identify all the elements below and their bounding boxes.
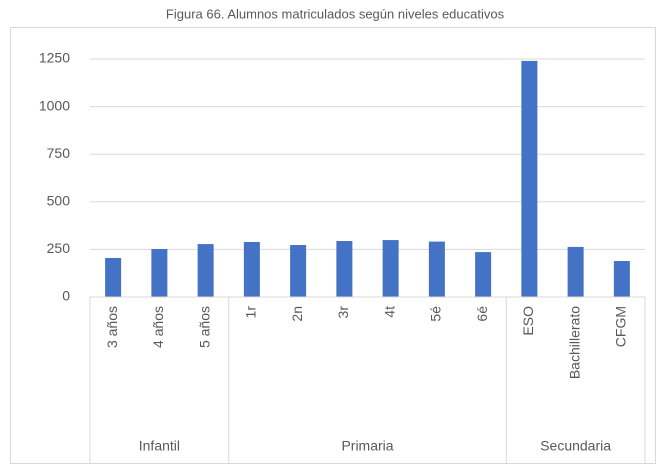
bar bbox=[290, 245, 307, 297]
x-tick-label: 5é bbox=[428, 306, 444, 322]
bar bbox=[567, 246, 584, 297]
bar bbox=[151, 249, 168, 297]
x-tick-label: Bachillerato bbox=[566, 306, 582, 379]
bar bbox=[613, 261, 630, 297]
group-label: Secundaria bbox=[540, 438, 611, 454]
x-tick-label: CFGM bbox=[613, 306, 629, 347]
bar bbox=[475, 252, 492, 297]
bar bbox=[197, 244, 214, 297]
y-tick-label: 0 bbox=[62, 288, 70, 304]
x-tick-label: ESO bbox=[520, 306, 536, 336]
group-label: Infantil bbox=[139, 438, 180, 454]
x-tick-label: 1r bbox=[243, 306, 259, 319]
x-tick-label: 4 años bbox=[150, 306, 166, 348]
group-label: Primaria bbox=[341, 438, 393, 454]
bar bbox=[336, 241, 353, 297]
x-tick-label: 6é bbox=[474, 306, 490, 322]
y-tick-label: 1000 bbox=[39, 97, 70, 113]
bar bbox=[243, 241, 260, 297]
bar bbox=[428, 241, 445, 297]
bar bbox=[521, 60, 538, 298]
bar bbox=[382, 240, 399, 297]
y-tick-label: 500 bbox=[47, 193, 71, 209]
y-tick-label: 250 bbox=[47, 240, 71, 256]
y-tick-label: 1250 bbox=[39, 50, 70, 66]
y-tick-label: 750 bbox=[47, 145, 71, 161]
x-tick-label: 5 años bbox=[196, 306, 212, 348]
chart-frame bbox=[10, 27, 656, 464]
x-tick-label: 4t bbox=[381, 306, 397, 318]
chart-title: Figura 66. Alumnos matriculados según ni… bbox=[166, 6, 505, 21]
x-tick-label: 2n bbox=[289, 306, 305, 322]
x-tick-label: 3 años bbox=[104, 306, 120, 348]
bar bbox=[105, 257, 122, 297]
x-tick-label: 3r bbox=[335, 306, 351, 319]
